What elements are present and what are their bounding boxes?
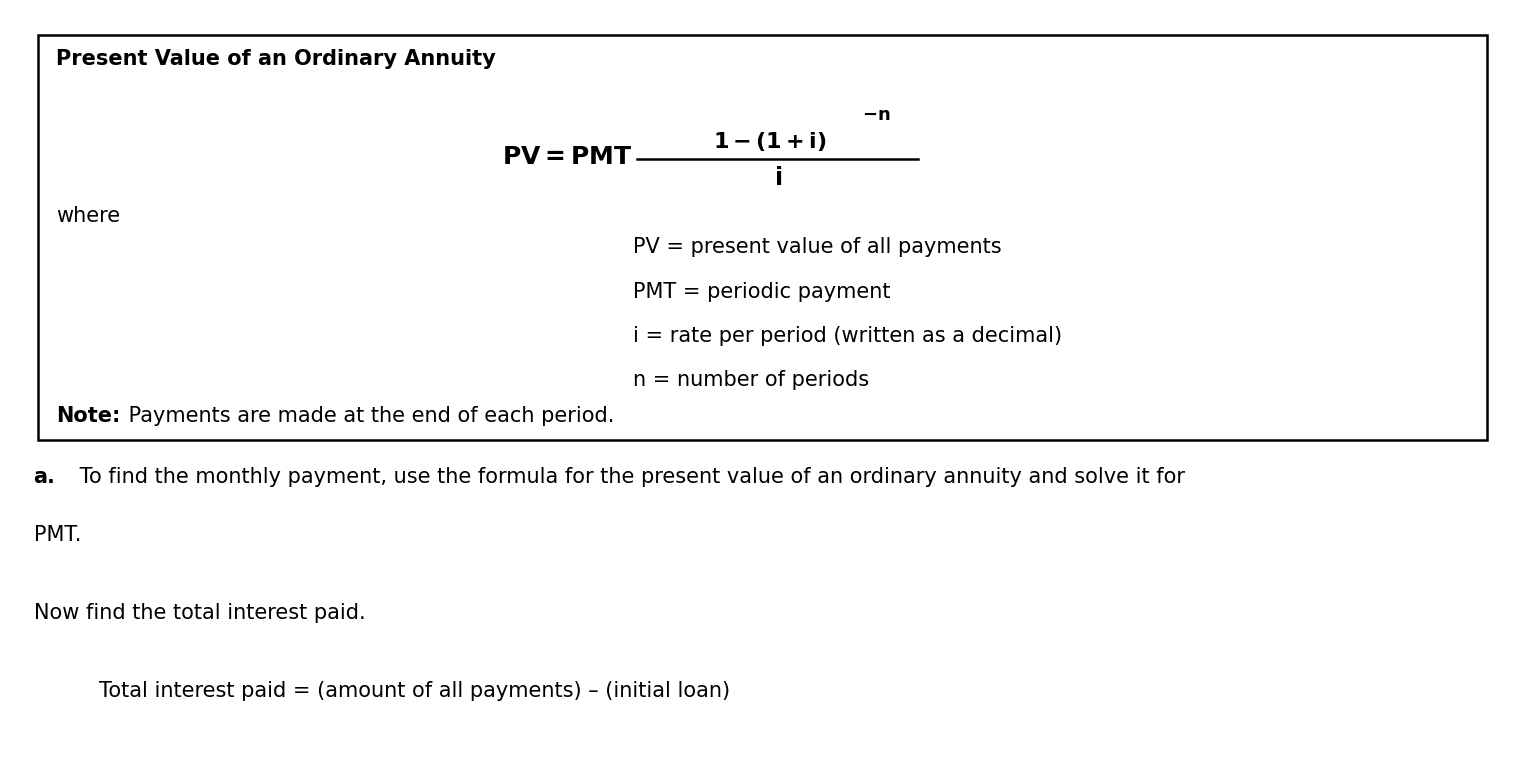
Text: $\mathregular{PV = PMT}$: $\mathregular{PV = PMT}$ (502, 145, 633, 169)
Text: Note:: Note: (56, 405, 120, 426)
Text: Payments are made at the end of each period.: Payments are made at the end of each per… (122, 405, 615, 426)
Text: Total interest paid = (amount of all payments) – (initial loan): Total interest paid = (amount of all pay… (99, 681, 730, 701)
Text: Now find the total interest paid.: Now find the total interest paid. (34, 603, 364, 623)
Text: $\mathregular{-n}$: $\mathregular{-n}$ (862, 107, 891, 124)
Text: PMT = periodic payment: PMT = periodic payment (633, 282, 891, 302)
Text: $\mathregular{1-(1+i)}$: $\mathregular{1-(1+i)}$ (714, 130, 827, 153)
Text: i = rate per period (written as a decimal): i = rate per period (written as a decima… (633, 326, 1061, 346)
Text: n = number of periods: n = number of periods (633, 370, 869, 391)
Text: To find the monthly payment, use the formula for the present value of an ordinar: To find the monthly payment, use the for… (73, 467, 1185, 487)
Text: PV = present value of all payments: PV = present value of all payments (633, 237, 1002, 258)
FancyBboxPatch shape (38, 35, 1487, 440)
Text: where: where (56, 206, 120, 226)
Text: $\mathregular{i}$: $\mathregular{i}$ (773, 166, 782, 190)
Text: PMT.: PMT. (34, 525, 81, 545)
Text: a.: a. (34, 467, 55, 487)
Text: Present Value of an Ordinary Annuity: Present Value of an Ordinary Annuity (56, 49, 496, 69)
